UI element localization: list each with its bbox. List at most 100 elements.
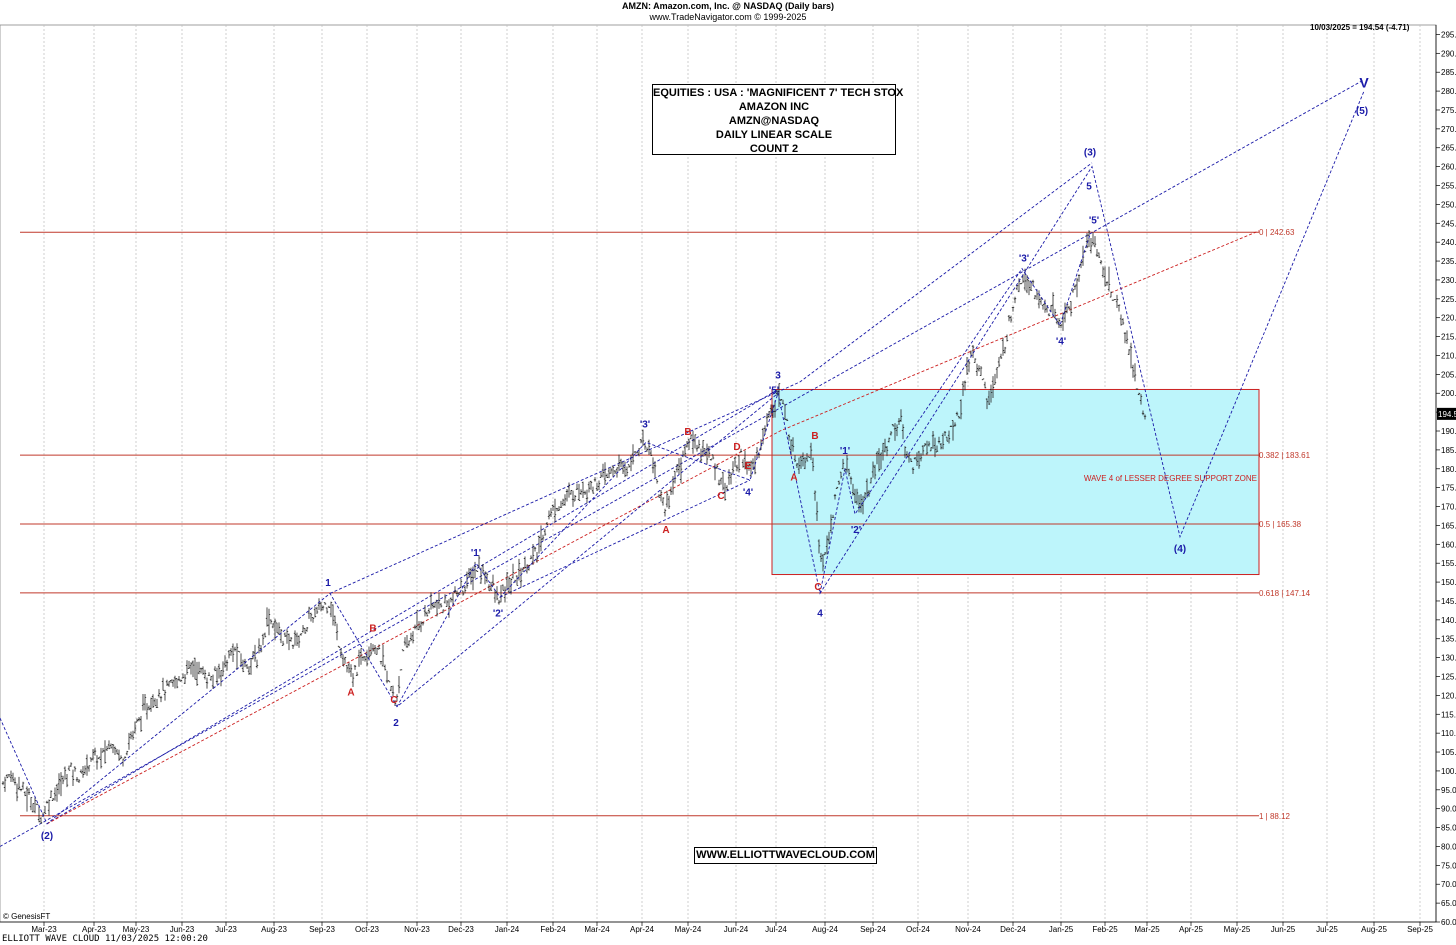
x-tick-label: Aug-23: [261, 925, 287, 934]
wave-label: '1': [840, 446, 850, 457]
wave-label: '5': [769, 385, 779, 396]
y-tick-label: 155.00: [1441, 559, 1456, 568]
wave-label: E: [745, 461, 752, 472]
y-tick-label: 120.00: [1441, 691, 1456, 700]
wave-label: '3': [1019, 253, 1029, 264]
y-tick-label: 110.00: [1441, 729, 1456, 738]
fib-label: 0.5 | 165.38: [1259, 520, 1302, 529]
fib-label: 0.618 | 147.14: [1259, 589, 1311, 598]
y-tick-label: 150.00: [1441, 578, 1456, 587]
y-tick-label: 200.00: [1441, 389, 1456, 398]
x-tick-label: Jun-23: [170, 925, 195, 934]
y-tick-label: 60.00: [1441, 918, 1456, 927]
title-line: COUNT 2: [749, 143, 799, 155]
ohlc-bars: [1, 230, 1147, 824]
y-tick-label: 80.00: [1441, 842, 1456, 851]
title-line: DAILY LINEAR SCALE: [715, 129, 833, 141]
y-tick-label: 130.00: [1441, 654, 1456, 663]
x-tick-label: Sep-25: [1407, 925, 1433, 934]
fibonacci-levels: 0 | 242.63 0.382 | 183.61 0.5 | 165.38 0.61…: [20, 228, 1311, 821]
y-tick-label: 210.00: [1441, 351, 1456, 360]
wave-label: B: [369, 623, 376, 634]
support-zone: [771, 388, 1260, 576]
wave-label: A: [662, 525, 669, 536]
last-price-tag: 194.54: [1437, 407, 1456, 420]
wave-label: '4': [1056, 336, 1066, 347]
wave-labels: (2) 1 A B C 2 '1' '2' '3' A B C DE '4' '5' 3 A B '1' '2' C 4 '…: [41, 75, 1369, 843]
wave-label: (5): [1356, 106, 1368, 117]
x-tick-label: Dec-24: [1000, 925, 1026, 934]
chart-header-copyright: www.TradeNavigator.com © 1999-2025: [649, 12, 807, 22]
wave-label: 2: [393, 718, 399, 729]
footer-status: ELLIOTT WAVE CLOUD 11/03/2025 12:00:20: [2, 934, 208, 944]
x-axis: Mar-23 Apr-23 May-23 Jun-23 Jul-23 Aug-23 Sep-…: [0, 921, 1436, 934]
wave-label: A: [790, 472, 797, 483]
x-tick-label: Oct-24: [906, 925, 931, 934]
channel-line: [499, 479, 751, 598]
x-tick-label: Mar-24: [584, 925, 610, 934]
x-tick-label: Apr-24: [630, 925, 655, 934]
y-tick-label: 240.00: [1441, 238, 1456, 247]
wave-label: (2): [41, 831, 53, 842]
x-tick-label: Mar-25: [1134, 925, 1160, 934]
y-tick-label: 190.00: [1441, 427, 1456, 436]
x-tick-label: Mar-23: [31, 925, 57, 934]
wave-label: 3: [775, 370, 781, 381]
x-tick-label: Sep-24: [860, 925, 886, 934]
y-tick-label: 235.00: [1441, 257, 1456, 266]
trend-channels: [0, 79, 1365, 847]
website-label[interactable]: WWW.ELLIOTTWAVECLOUD.COM: [694, 847, 877, 864]
wave-label: V: [1359, 75, 1369, 91]
x-tick-label: Jun-24: [724, 925, 749, 934]
y-tick-label: 70.00: [1441, 880, 1456, 889]
wave-label: (4): [1174, 544, 1186, 555]
channel-line: [46, 389, 779, 825]
channel-line: [46, 230, 1260, 825]
y-tick-label: 90.00: [1441, 805, 1456, 814]
x-tick-label: Apr-23: [82, 925, 107, 934]
y-tick-label: 255.00: [1441, 182, 1456, 191]
x-tick-label: Nov-23: [404, 925, 430, 934]
x-tick-label: Jun-25: [1271, 925, 1296, 934]
y-tick-label: 170.00: [1441, 503, 1456, 512]
wave-label: C: [390, 695, 397, 706]
genesis-label: © GenesisFT: [3, 912, 51, 921]
wave-label: B: [684, 427, 691, 438]
y-tick-label: 260.00: [1441, 163, 1456, 172]
y-tick-label: 220.00: [1441, 314, 1456, 323]
y-tick-label: 205.00: [1441, 370, 1456, 379]
x-tick-label: Feb-24: [540, 925, 566, 934]
y-tick-label: 185.00: [1441, 446, 1456, 455]
wave-label: C: [814, 582, 821, 593]
y-tick-label: 105.00: [1441, 748, 1456, 757]
title-line: AMZN@NASDAQ: [728, 115, 820, 127]
fib-label: 0 | 242.63: [1259, 228, 1295, 237]
x-tick-label: Aug-25: [1361, 925, 1387, 934]
wave-label: '2': [493, 608, 503, 619]
y-tick-label: 100.00: [1441, 767, 1456, 776]
y-tick-label: 230.00: [1441, 276, 1456, 285]
y-tick-label: 140.00: [1441, 616, 1456, 625]
x-tick-label: Jul-23: [215, 925, 237, 934]
y-tick-label: 180.00: [1441, 465, 1456, 474]
y-tick-label: 280.00: [1441, 87, 1456, 96]
title-line: EQUITIES : USA : 'MAGNIFICENT 7' TECH ST…: [653, 87, 904, 99]
y-tick-label: 75.00: [1441, 861, 1456, 870]
x-tick-label: Sep-23: [309, 925, 335, 934]
channel-line: [0, 79, 1365, 847]
wave-label: 4: [817, 608, 823, 619]
wave-label: '5': [1089, 216, 1099, 227]
last-quote: 10/03/2025 = 194.54 (-4.71): [1310, 23, 1410, 32]
wave-label: D: [733, 442, 740, 453]
x-tick-label: Feb-25: [1092, 925, 1118, 934]
chart-header-title: AMZN: Amazon.com, Inc. @ NASDAQ (Daily b…: [622, 1, 834, 11]
y-tick-label: 215.00: [1441, 333, 1456, 342]
fib-label: 1 | 88.12: [1259, 812, 1291, 821]
wave-path: [396, 393, 779, 707]
x-tick-label: Nov-24: [955, 925, 981, 934]
x-tick-label: Apr-25: [1179, 925, 1204, 934]
y-tick-label: 160.00: [1441, 540, 1456, 549]
y-tick-label: 245.00: [1441, 219, 1456, 228]
x-tick-label: Aug-24: [812, 925, 838, 934]
price-bars: [1, 230, 1147, 824]
